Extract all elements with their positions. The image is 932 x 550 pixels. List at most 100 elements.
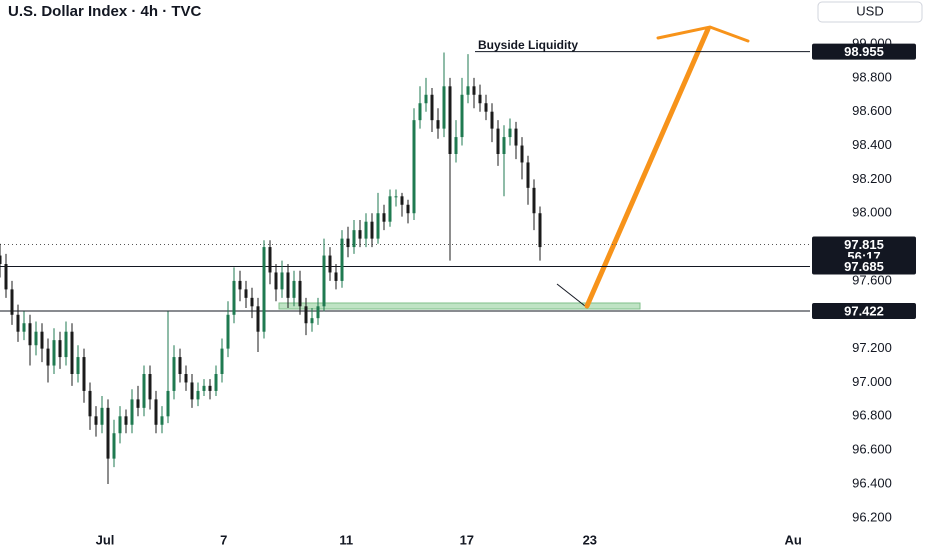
- candle-body: [406, 204, 410, 214]
- candle-body: [394, 196, 398, 198]
- candle-body: [16, 314, 20, 332]
- candle-body: [268, 247, 272, 273]
- support-zone: [278, 302, 641, 310]
- candle-body: [178, 357, 182, 374]
- candle-body: [280, 272, 284, 290]
- candle-body: [370, 221, 374, 239]
- arrow-head: [656, 25, 750, 43]
- annotation-label: Buyside Liquidity: [478, 38, 578, 52]
- candle-body: [208, 385, 212, 391]
- candle-body: [466, 86, 470, 95]
- price-label: 98.955: [844, 44, 884, 59]
- candle-body: [484, 103, 488, 112]
- candle-body: [454, 137, 458, 154]
- candle-body: [526, 162, 530, 188]
- y-tick-label: 97.600: [852, 272, 892, 287]
- candle-body: [34, 331, 38, 346]
- candle-body: [190, 382, 194, 400]
- x-tick-label: 17: [460, 532, 474, 547]
- currency-label[interactable]: USD: [856, 3, 883, 18]
- candle-body: [286, 272, 290, 298]
- candle-body: [400, 196, 404, 205]
- candle-body: [364, 221, 368, 239]
- candle-body: [532, 187, 536, 214]
- candle-body: [118, 416, 122, 434]
- candle-body: [130, 399, 134, 425]
- candle-body: [316, 306, 320, 319]
- candle-body: [442, 86, 446, 129]
- price-label-box: [812, 258, 916, 275]
- candle-body: [148, 374, 152, 400]
- candle-body: [436, 120, 440, 129]
- candle-body: [352, 230, 356, 248]
- candle-body: [244, 289, 248, 298]
- price-label: 97.685: [844, 259, 884, 274]
- candle-body: [256, 306, 260, 332]
- candle-body: [496, 128, 500, 154]
- projection-arrow: [584, 26, 711, 309]
- candle-body: [100, 407, 104, 425]
- candle-body: [490, 111, 494, 129]
- candle-body: [160, 416, 164, 425]
- candle-body: [46, 348, 50, 366]
- candle-body: [382, 213, 386, 222]
- candle-body: [250, 297, 254, 307]
- candle-body: [142, 374, 146, 408]
- candle-body: [40, 331, 44, 349]
- candle-body: [88, 390, 92, 417]
- candle-body: [238, 280, 242, 290]
- candle-body: [22, 323, 26, 332]
- candle-body: [4, 264, 8, 290]
- candle-body: [460, 94, 464, 138]
- candle-body: [502, 137, 506, 154]
- candle-body: [196, 390, 200, 400]
- candle-body: [154, 399, 158, 425]
- price-label-box: [812, 236, 916, 265]
- candle-body: [412, 120, 416, 214]
- y-tick-label: 96.600: [852, 442, 892, 457]
- y-tick-label: 98.800: [852, 69, 892, 84]
- candle-body: [292, 280, 296, 298]
- candle-body: [430, 94, 434, 121]
- y-tick-label: 97.200: [852, 340, 892, 355]
- y-tick-label: 98.400: [852, 137, 892, 152]
- x-tick-label: Jul: [96, 532, 115, 547]
- candle-body: [226, 314, 230, 349]
- y-tick-label: 96.800: [852, 408, 892, 423]
- candle-body: [358, 230, 362, 239]
- y-tick-label: 96.400: [852, 475, 892, 490]
- candle-body: [94, 416, 98, 425]
- candle-body: [166, 390, 170, 417]
- candle-body: [112, 433, 116, 459]
- price-label-box: [812, 303, 916, 320]
- candle-body: [106, 407, 110, 459]
- candle-body: [520, 145, 524, 163]
- price-label: 97.422: [844, 303, 884, 318]
- candle-body: [136, 399, 140, 408]
- candle-body: [514, 128, 518, 146]
- y-tick-label: 98.000: [852, 205, 892, 220]
- candle-body: [28, 323, 32, 346]
- x-tick-label: 11: [339, 532, 353, 547]
- price-label: 97.815: [844, 237, 884, 252]
- candle-body: [52, 340, 56, 366]
- candle-body: [376, 213, 380, 239]
- x-tick-label: 7: [220, 532, 227, 547]
- candle-body: [172, 357, 176, 391]
- candle-body: [202, 385, 206, 391]
- candle-body: [298, 280, 302, 307]
- candle-body: [214, 374, 218, 391]
- x-tick-label: Au: [785, 532, 802, 547]
- y-tick-label: 98.200: [852, 171, 892, 186]
- candle-body: [76, 357, 80, 374]
- y-tick-label: 96.200: [852, 509, 892, 524]
- price-label-box: [812, 43, 916, 60]
- candle-body: [82, 357, 86, 391]
- chart-title: U.S. Dollar Index · 4h · TVC: [8, 3, 202, 20]
- candle-body: [388, 196, 392, 222]
- candle-body: [262, 247, 266, 332]
- candle-body: [10, 289, 14, 315]
- currency-button[interactable]: [817, 1, 923, 23]
